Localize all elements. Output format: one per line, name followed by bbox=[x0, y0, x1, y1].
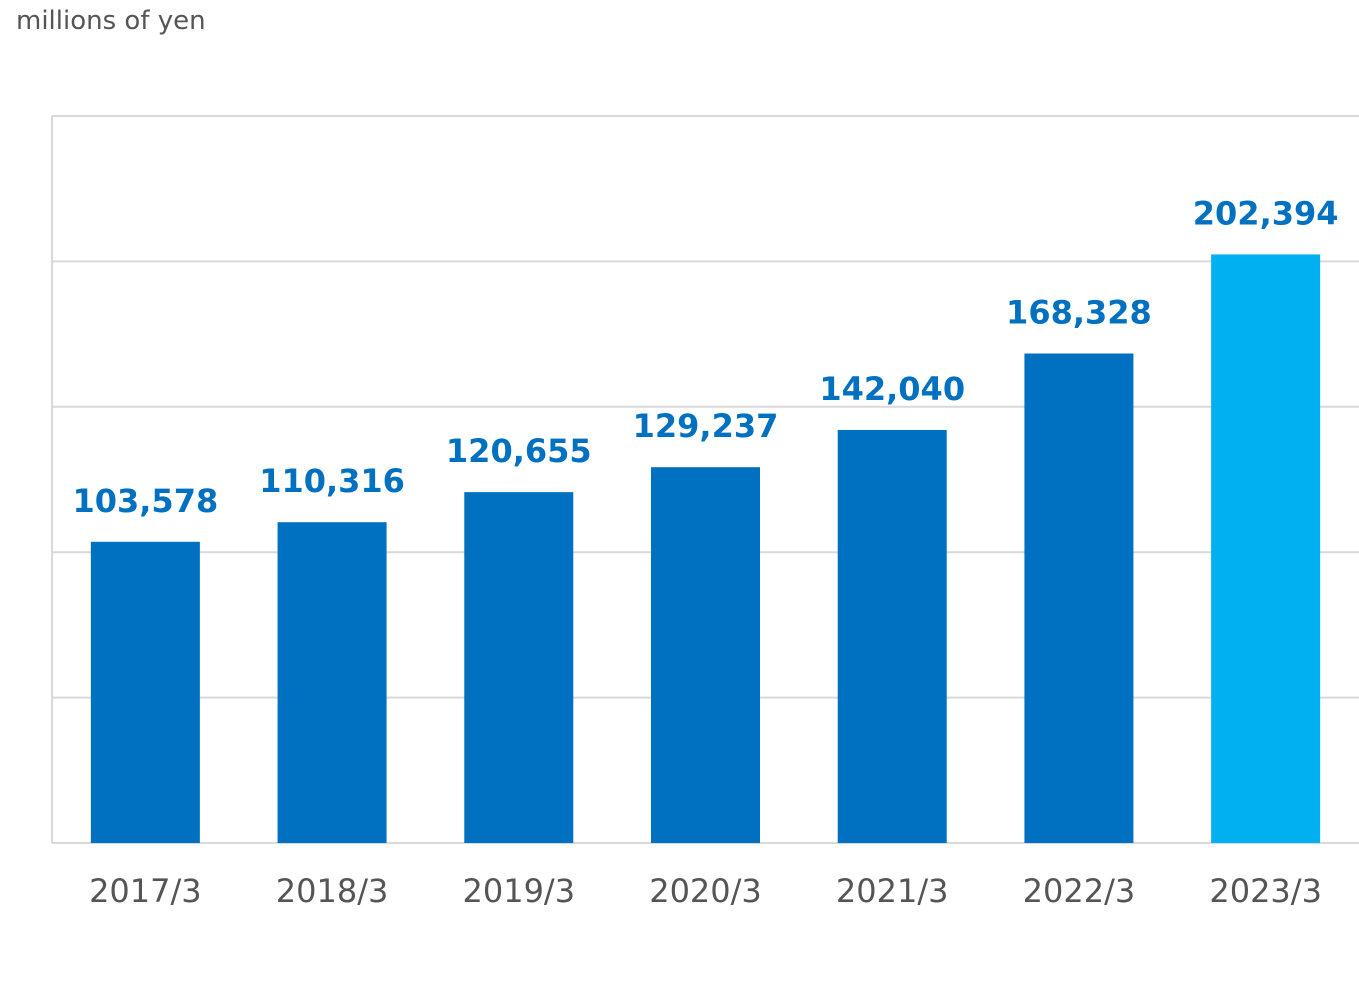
bar-2017-3 bbox=[90, 541, 200, 843]
bar-2018-3 bbox=[277, 522, 387, 843]
data-label-2017-3: 103,578 bbox=[72, 482, 218, 520]
bar-2020-3 bbox=[651, 467, 760, 843]
data-label-2023-3: 202,394 bbox=[1193, 194, 1339, 232]
data-label-2018-3: 110,316 bbox=[259, 462, 405, 500]
x-tick-2022-3: 2022/3 bbox=[1023, 872, 1136, 910]
x-tick-2019-3: 2019/3 bbox=[462, 872, 575, 910]
data-label-2019-3: 120,655 bbox=[446, 432, 592, 470]
value-labels: 103,578 110,316 120,655 129,237 142,040 168,3… bbox=[72, 194, 1338, 519]
unit-label: millions of yen bbox=[16, 6, 206, 36]
data-label-2022-3: 168,328 bbox=[1006, 294, 1152, 332]
x-axis-tick-labels: 2017/3 2018/3 2019/3 2020/3 2021/3 2022/3 2023… bbox=[89, 872, 1322, 910]
x-tick-2023-3: 2023/3 bbox=[1209, 872, 1322, 910]
bar-2022-3 bbox=[1024, 353, 1134, 843]
x-tick-2020-3: 2020/3 bbox=[649, 872, 762, 910]
data-label-2020-3: 129,237 bbox=[633, 407, 779, 445]
bar-2021-3 bbox=[837, 429, 947, 843]
x-tick-2018-3: 2018/3 bbox=[276, 872, 389, 910]
bar-2023-3 bbox=[1211, 254, 1321, 844]
data-label-2021-3: 142,040 bbox=[819, 370, 965, 408]
x-tick-2021-3: 2021/3 bbox=[836, 872, 949, 910]
bar-2019-3 bbox=[464, 492, 574, 843]
x-tick-2017-3: 2017/3 bbox=[89, 872, 202, 910]
bars bbox=[90, 254, 1321, 844]
